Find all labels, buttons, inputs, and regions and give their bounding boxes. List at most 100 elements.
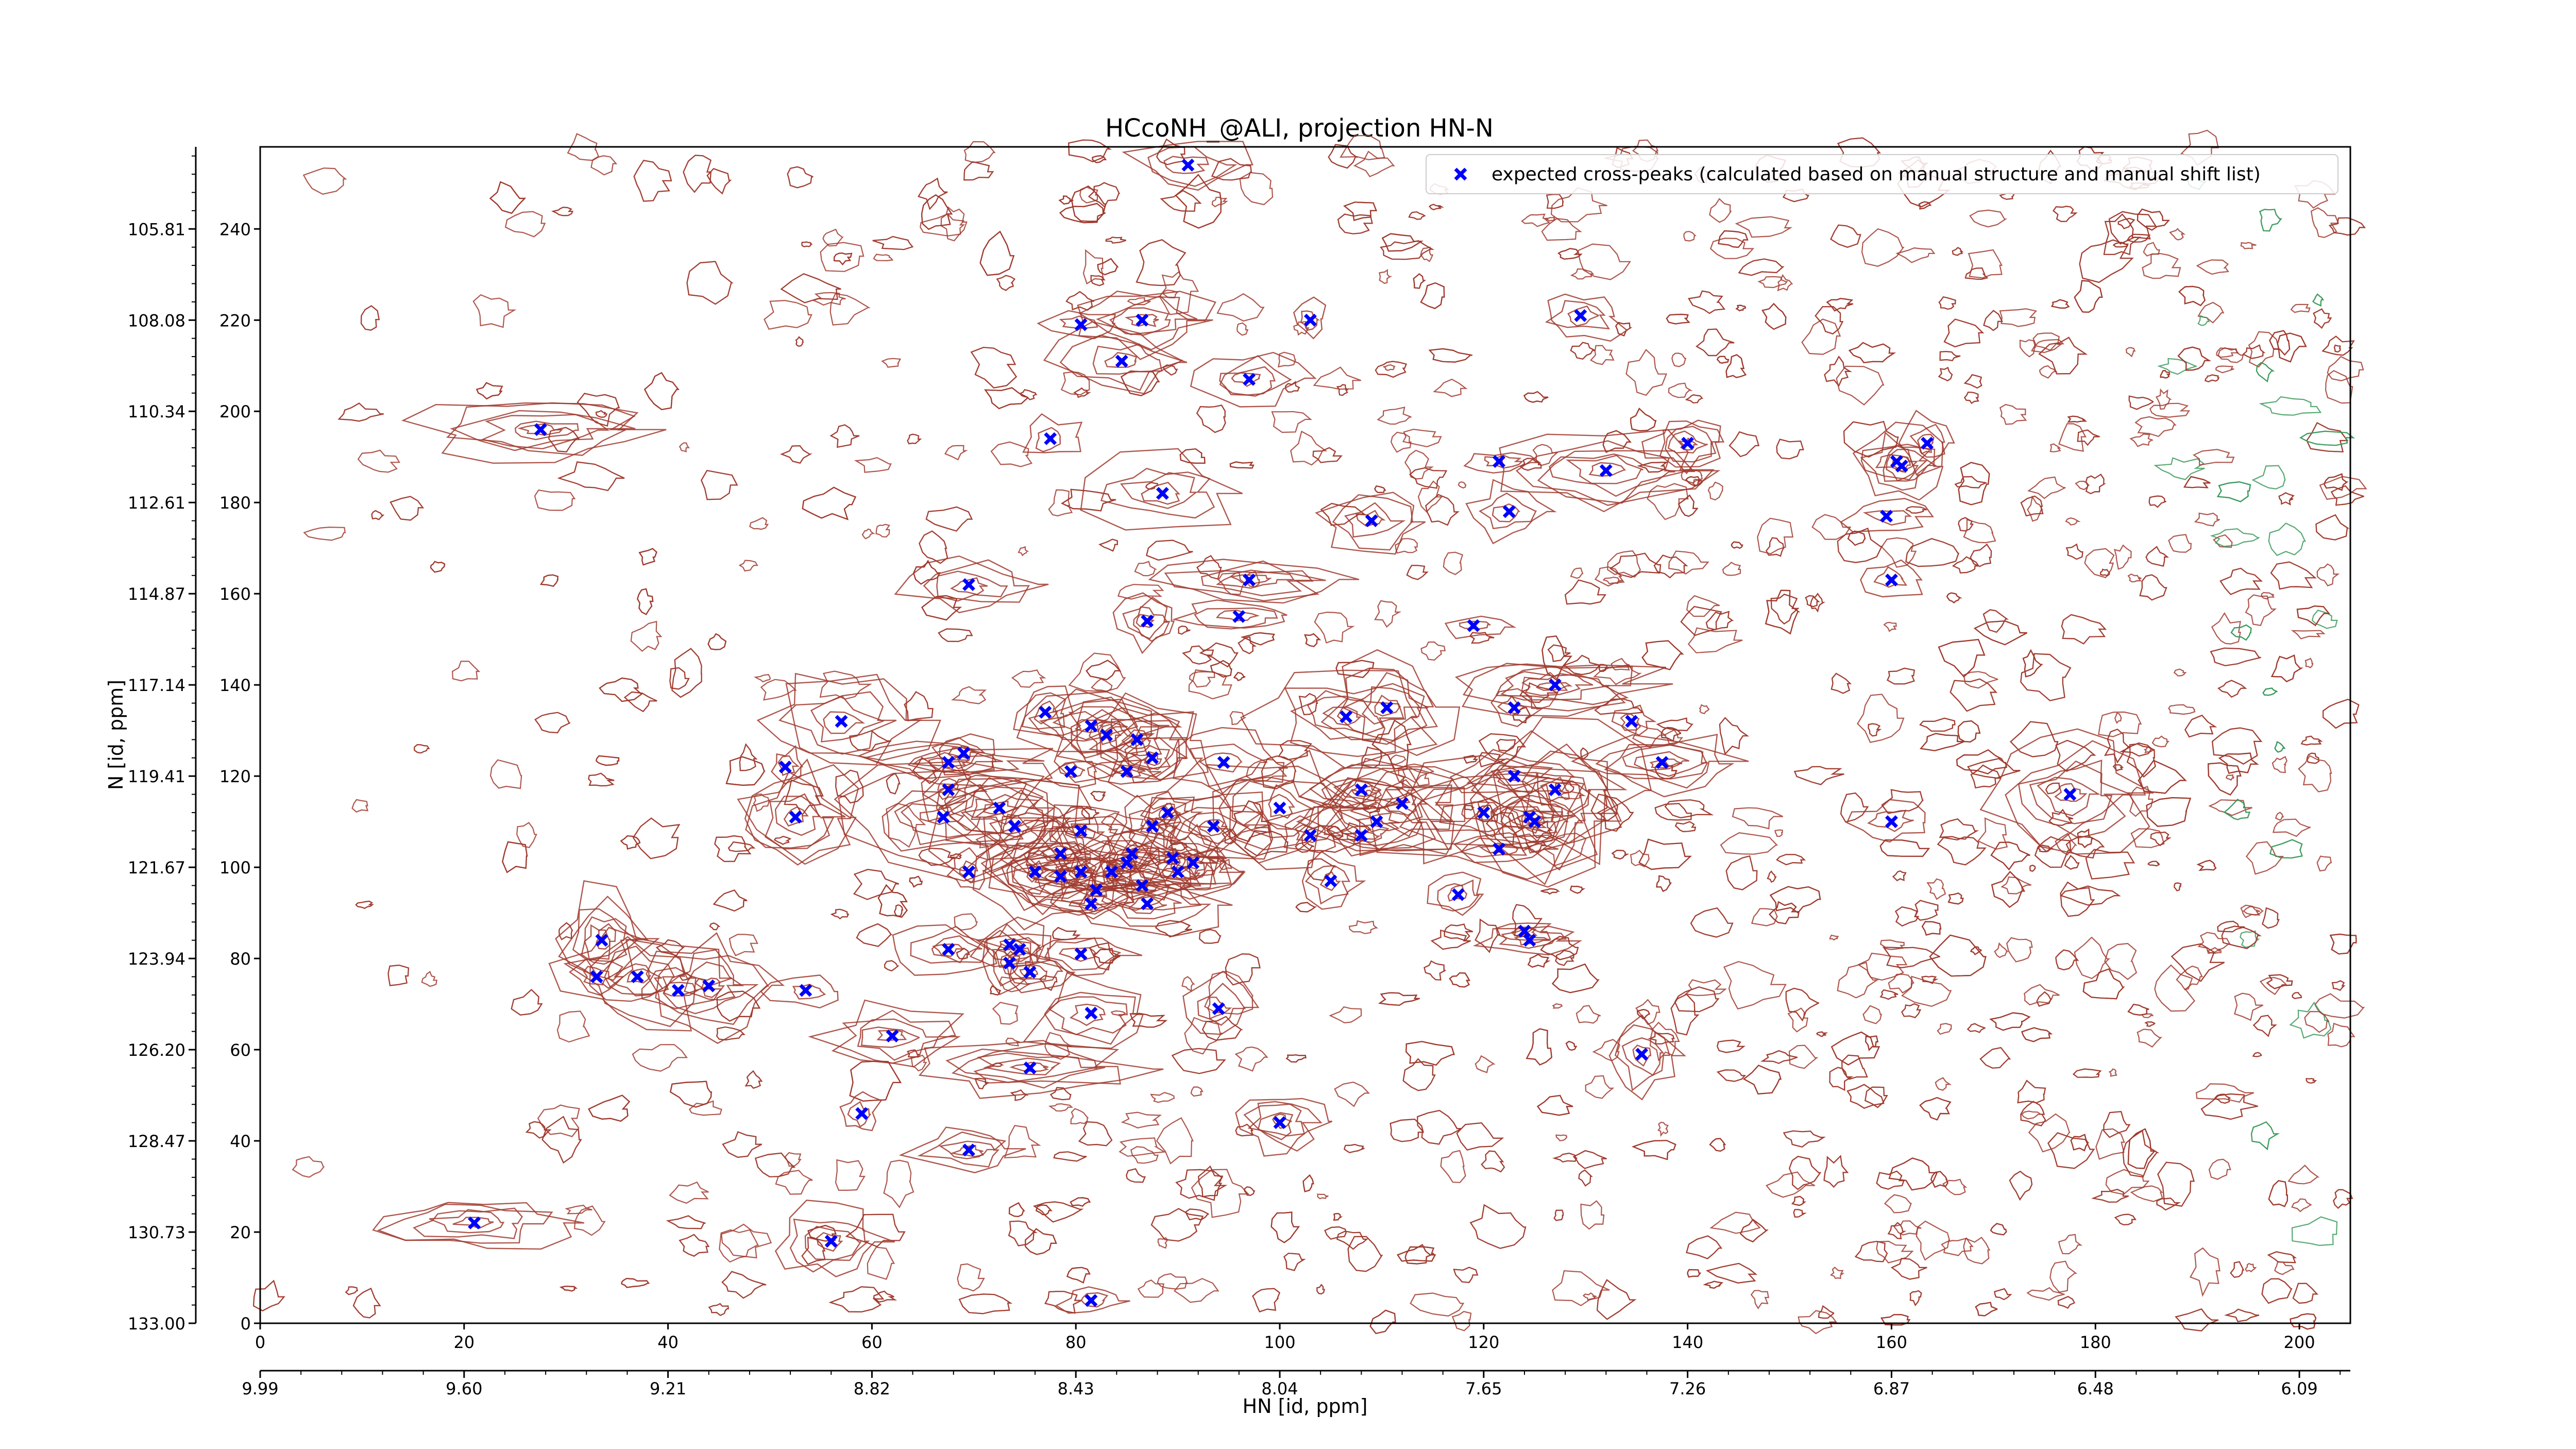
contour-path xyxy=(2150,831,2172,847)
y-index-tick-label: 20 xyxy=(230,1223,251,1242)
contour-path xyxy=(1456,1122,1504,1151)
contour-path xyxy=(1018,546,1029,557)
contour-path xyxy=(1666,313,1690,325)
contour-path xyxy=(1876,1240,1914,1263)
contour-path xyxy=(983,805,1046,850)
contour-path xyxy=(2065,835,2105,859)
contour-path xyxy=(2240,242,2257,249)
contour-path xyxy=(2329,933,2357,955)
contour-path xyxy=(925,506,973,532)
contour-path xyxy=(2216,481,2251,502)
contour-path xyxy=(1963,1237,1991,1265)
contour-path xyxy=(1100,467,1215,519)
x-ppm-tick-label: 7.65 xyxy=(1465,1379,1502,1399)
contour-path xyxy=(2126,233,2151,243)
contour-path xyxy=(2034,836,2072,868)
contour-path xyxy=(1470,730,1622,854)
contour-path xyxy=(2098,711,2142,737)
contour-path xyxy=(1973,620,2027,646)
cross-peak-marker xyxy=(942,783,955,797)
contour-path xyxy=(669,667,690,690)
contour-path xyxy=(1537,1094,1573,1116)
contour-path xyxy=(2245,1262,2257,1273)
contour-path xyxy=(990,985,1001,996)
contour-path xyxy=(2157,1161,2195,1207)
contour-path xyxy=(1061,488,1116,512)
contour-path xyxy=(1816,1031,1828,1037)
contour-path xyxy=(1238,636,1257,654)
contour-path xyxy=(1044,867,1086,885)
contour-path xyxy=(2278,492,2295,506)
contour-path xyxy=(1048,1103,1074,1112)
cross-peak-marker xyxy=(1171,865,1184,879)
contour-path xyxy=(1830,224,1861,248)
contour-path xyxy=(881,358,902,368)
cross-peak-marker xyxy=(1599,464,1613,477)
contour-path xyxy=(1079,186,1098,204)
cross-peak-marker xyxy=(1125,847,1139,861)
contour-path xyxy=(2070,1134,2089,1152)
contour-path xyxy=(1564,579,1607,605)
contour-path xyxy=(2057,1295,2075,1309)
contour-path xyxy=(756,672,941,761)
contour-path xyxy=(1550,187,1607,223)
cross-peak-marker xyxy=(1074,865,1088,879)
contour-path xyxy=(2005,740,2146,853)
contour-path xyxy=(1490,795,1584,871)
contour-path xyxy=(2134,416,2177,437)
contour-path xyxy=(1336,1231,1368,1250)
contour-path xyxy=(1304,633,1321,647)
cross-peak-marker xyxy=(1013,942,1026,956)
contour-path xyxy=(1630,849,1650,868)
contour-path xyxy=(931,935,982,964)
contour-path xyxy=(940,206,968,242)
contour-path xyxy=(2261,592,2275,600)
contour-path xyxy=(1236,322,1249,336)
legend[interactable]: expected cross-peaks (calculated based o… xyxy=(1426,154,2338,194)
contour-path xyxy=(1234,1046,1268,1072)
contour-path xyxy=(1229,711,1247,726)
contour-path xyxy=(1107,850,1245,900)
contour-path xyxy=(1118,1137,1166,1157)
contour-path xyxy=(1765,589,1801,635)
contour-path xyxy=(2189,1247,2221,1298)
contour-path xyxy=(1552,1152,1578,1162)
contour-path xyxy=(839,1091,883,1132)
contour-path xyxy=(655,955,770,1025)
contour-path xyxy=(1862,510,1912,526)
contour-path xyxy=(1049,885,1134,920)
contour-path xyxy=(963,161,994,181)
contour-path xyxy=(829,424,860,448)
contour-path xyxy=(1157,1273,1188,1290)
contour-path xyxy=(1852,422,1944,501)
contour-path xyxy=(1380,240,1435,260)
contour-path xyxy=(1846,1084,1885,1109)
contour-path xyxy=(1990,841,2030,871)
contour-path xyxy=(389,496,425,521)
contour-path xyxy=(1070,1197,1091,1207)
contour-path xyxy=(472,294,517,328)
contour-path xyxy=(1964,267,1989,280)
contour-path xyxy=(1549,453,1675,497)
contour-path xyxy=(918,1040,1164,1099)
contour-path xyxy=(360,305,380,331)
contour-path xyxy=(1847,530,1866,546)
contour-path xyxy=(1147,146,1238,187)
contour-path xyxy=(2251,465,2286,490)
contour-path xyxy=(2268,523,2306,557)
cross-peak-marker xyxy=(1243,574,1256,587)
contour-path xyxy=(2183,476,2211,488)
contour-path xyxy=(2156,1198,2181,1211)
contour-path xyxy=(2045,782,2061,795)
contour-path xyxy=(1194,607,1278,630)
contour-path xyxy=(1766,1171,1816,1198)
contour-path xyxy=(2193,449,2235,466)
contour-path xyxy=(1120,471,1198,509)
contour-path xyxy=(1785,987,1820,1022)
contour-path xyxy=(1898,410,1955,476)
contour-path xyxy=(2259,209,2282,232)
contour-path xyxy=(1647,483,1689,520)
contour-path xyxy=(2211,727,2263,765)
contour-path xyxy=(1670,993,1700,1036)
x-index-tick-label: 180 xyxy=(2080,1333,2111,1352)
